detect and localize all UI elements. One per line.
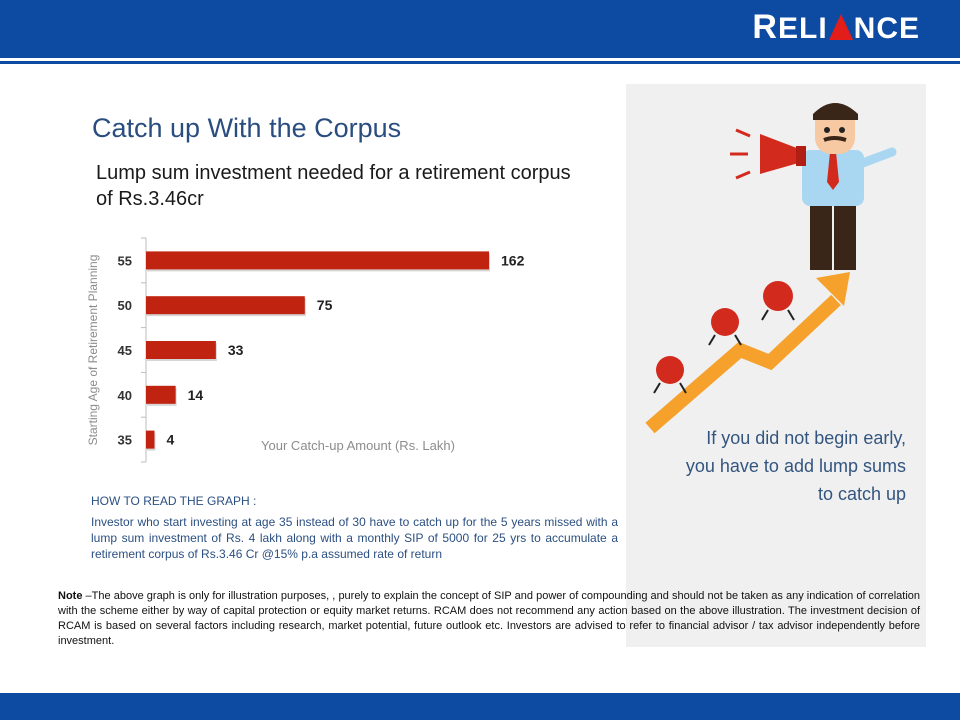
- bar-chart: 55 162 50 75 45 33 40 14 35 4 Starting Age of Reti…: [86, 237, 525, 463]
- chart-subtitle: Lump sum investment needed for a retirem…: [96, 162, 571, 210]
- reliance-logo: RELI NCE: [752, 8, 920, 46]
- bar: [146, 385, 176, 404]
- catch-up-illustration: [645, 103, 897, 434]
- footer-bar: [0, 693, 960, 720]
- data-label: 75: [317, 297, 333, 313]
- header-bar: [0, 0, 960, 58]
- y-axis-title: Starting Age of Retirement Planning: [86, 255, 100, 446]
- growth-arrow-icon: [645, 272, 850, 434]
- bar: [146, 430, 155, 449]
- data-label: 14: [188, 387, 204, 403]
- y-tick-label: 45: [118, 343, 132, 358]
- megaphone-icon: [730, 128, 806, 180]
- bar: [146, 251, 489, 270]
- disclaimer-note: Note –The above graph is only for illust…: [58, 589, 920, 649]
- y-tick-label: 55: [118, 253, 132, 268]
- how-to-read-text: Investor who start investing at age 35 i…: [91, 515, 618, 561]
- bar: [146, 341, 216, 359]
- panel-caption: If you did not begin early, you have to …: [685, 428, 906, 504]
- slide-title: Catch up With the Corpus: [92, 113, 402, 143]
- how-to-read-title: HOW TO READ THE GRAPH :: [91, 494, 257, 508]
- note-text: –The above graph is only for illustratio…: [58, 590, 920, 647]
- data-label: 33: [228, 342, 244, 358]
- data-label: 4: [166, 432, 174, 448]
- header-rule: [0, 61, 960, 64]
- businessman-icon: [802, 103, 897, 270]
- x-axis-title: Your Catch-up Amount (Rs. Lakh): [261, 438, 455, 453]
- y-tick-label: 50: [118, 298, 132, 313]
- bar: [146, 296, 305, 315]
- logo-triangle-icon: [828, 14, 853, 40]
- money-bag-icon: [653, 281, 795, 394]
- note-label: Note: [58, 590, 83, 602]
- y-tick-label: 40: [118, 388, 132, 403]
- data-label: 162: [501, 252, 525, 268]
- y-tick-label: 35: [118, 433, 132, 448]
